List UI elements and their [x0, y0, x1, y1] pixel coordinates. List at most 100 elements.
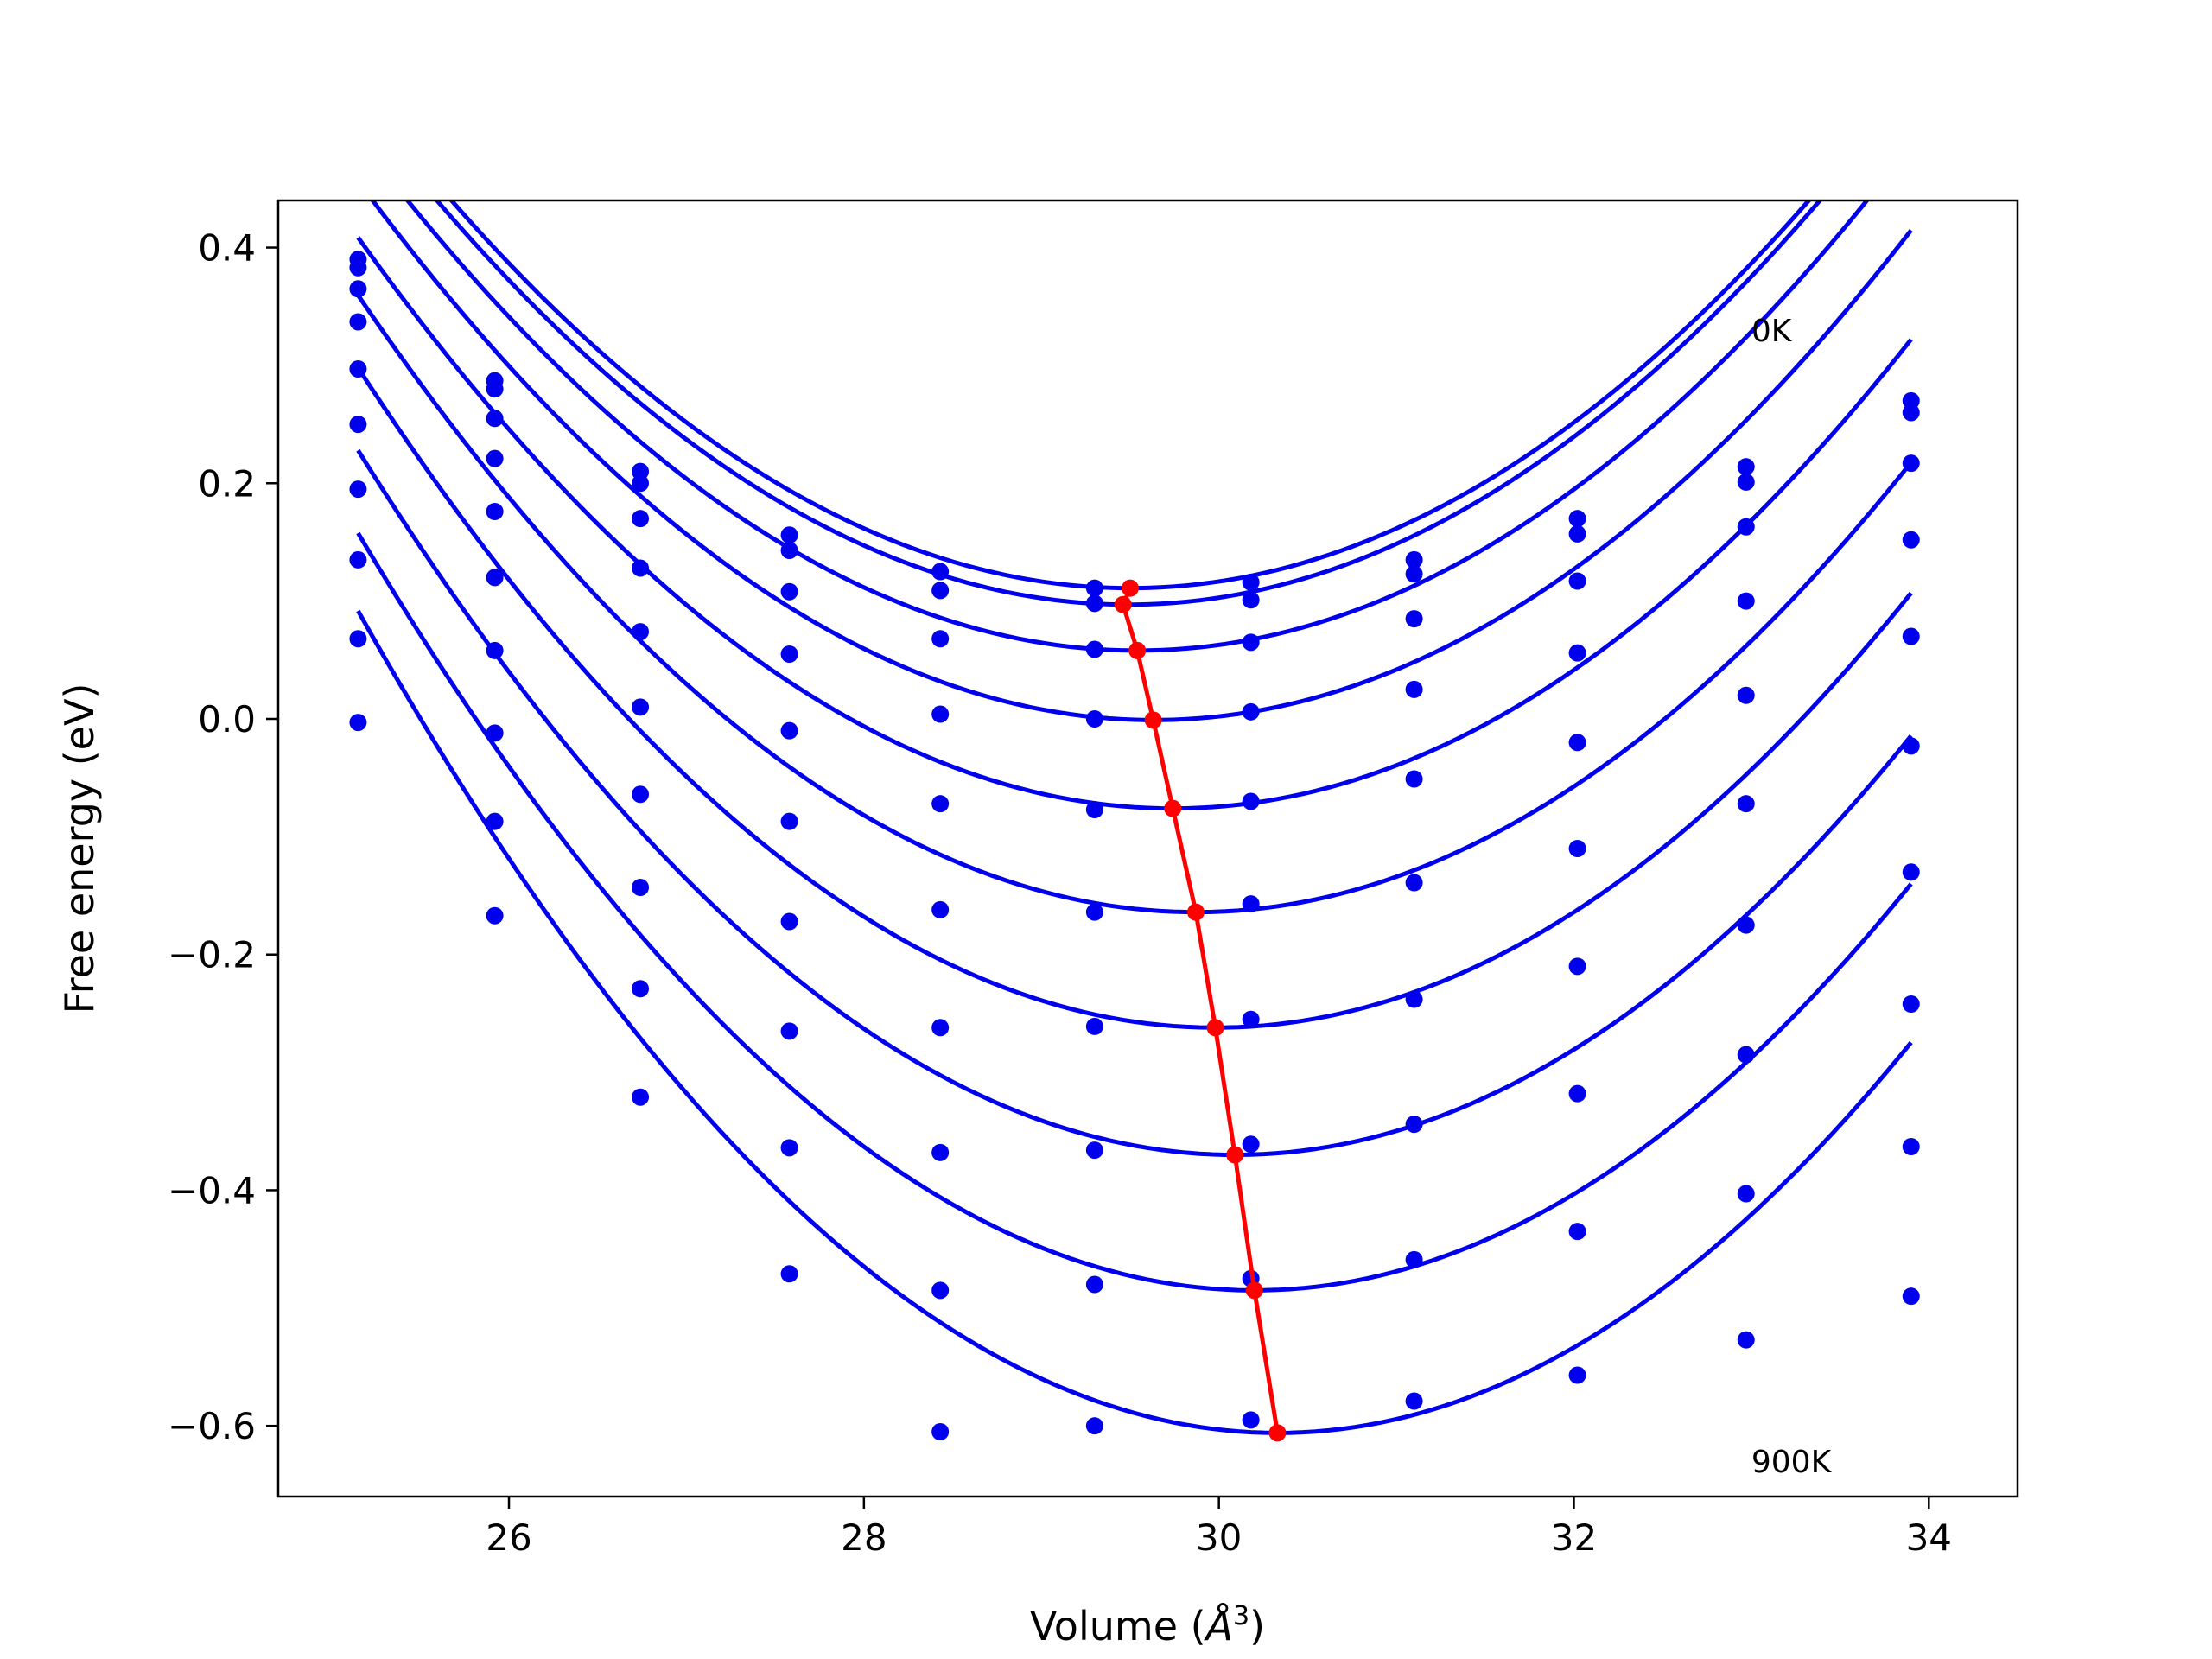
data-point-s1-4	[780, 526, 798, 544]
x-tick-label-28: 28	[841, 1516, 887, 1559]
data-point-s3-9	[1568, 572, 1586, 590]
y-tick-label-5: −0.4	[168, 1169, 256, 1211]
plot-area	[278, 200, 2018, 1497]
data-point-s9-1	[349, 630, 367, 648]
data-point-s1-10	[1737, 458, 1755, 476]
fit-curve-4	[370, 200, 1913, 722]
data-point-s9-2	[486, 812, 504, 830]
data-point-s3-5	[931, 630, 950, 648]
data-point-s8-10	[1737, 1046, 1755, 1064]
x-axis-label: Volume (Å3)	[1030, 1601, 1265, 1649]
x-tick-label-32: 32	[1551, 1516, 1597, 1559]
data-point-s3-6	[1085, 640, 1103, 658]
data-point-s3-2	[486, 410, 504, 428]
data-point-s4-8	[1405, 680, 1423, 698]
data-point-s7-3	[632, 785, 650, 804]
data-point-s4-10	[1737, 592, 1755, 610]
data-point-s7-6	[1085, 1017, 1103, 1035]
data-point-s9-4	[780, 1139, 798, 1157]
y-tick-label-2: 0.2	[198, 462, 256, 505]
data-point-s3-4	[780, 582, 798, 601]
minimum-energy-line	[1121, 587, 1280, 1433]
data-point-s10-11	[1902, 1287, 1920, 1306]
x-tick-label-34: 34	[1906, 1516, 1952, 1559]
data-point-s6-4	[780, 812, 798, 830]
data-point-s6-3	[632, 698, 650, 716]
data-point-s10-1	[349, 714, 367, 732]
data-point-s5-7	[1242, 792, 1260, 810]
data-point-s6-2	[486, 569, 504, 587]
data-point-s6-8	[1405, 874, 1423, 892]
data-point-s2-6	[1085, 594, 1103, 613]
data-point-s7-11	[1902, 863, 1920, 881]
data-point-s5-10	[1737, 686, 1755, 704]
data-point-s1-8	[1405, 550, 1423, 569]
data-point-s1-6	[1085, 579, 1103, 597]
data-point-s8-6	[1085, 1141, 1103, 1160]
data-point-s6-1	[349, 416, 367, 434]
data-point-s2-5	[931, 582, 950, 600]
minimum-point-2	[1114, 595, 1132, 613]
data-point-s7-1	[349, 480, 367, 499]
data-point-s3-10	[1737, 518, 1755, 536]
fit-curve-9	[356, 531, 1913, 1293]
data-point-s10-4	[780, 1265, 798, 1283]
data-point-s1-5	[931, 563, 950, 581]
data-point-s3-7	[1242, 633, 1260, 652]
data-point-s9-11	[1902, 1138, 1920, 1155]
x-axis-label-end: )	[1249, 1603, 1265, 1649]
data-point-s2-9	[1568, 524, 1586, 543]
data-point-s7-9	[1568, 957, 1586, 976]
fit-curve-8	[356, 448, 1913, 1158]
data-point-s6-6	[1085, 903, 1103, 921]
data-point-s2-4	[780, 542, 798, 559]
data-point-s4-1	[349, 313, 367, 331]
data-point-s6-11	[1902, 737, 1920, 755]
data-point-s4-11	[1902, 531, 1920, 549]
data-point-s5-2	[486, 503, 504, 520]
fit-curve-10	[356, 609, 1913, 1435]
data-point-s6-7	[1242, 895, 1260, 913]
data-point-s7-4	[780, 912, 798, 931]
data-point-s9-9	[1568, 1223, 1586, 1241]
data-point-s9-6	[1085, 1275, 1103, 1294]
data-point-s8-5	[931, 1143, 950, 1161]
data-point-s4-2	[486, 449, 504, 467]
data-point-s5-9	[1568, 734, 1586, 752]
data-point-s7-5	[931, 1019, 950, 1037]
minimum-point-9	[1245, 1281, 1263, 1300]
fit-curve-5	[356, 236, 1913, 811]
minimum-point-4	[1144, 711, 1162, 729]
data-point-s2-2	[486, 380, 504, 398]
data-point-s5-3	[632, 623, 650, 641]
data-point-s8-2	[486, 724, 504, 742]
data-point-s10-10	[1737, 1331, 1755, 1349]
minimum-point-1	[1121, 579, 1139, 597]
data-point-s7-2	[486, 641, 504, 659]
data-point-s9-5	[931, 1281, 950, 1300]
minimum-point-7	[1206, 1019, 1224, 1037]
data-point-s10-2	[486, 906, 504, 925]
data-point-s10-8	[1405, 1392, 1423, 1410]
annotation-1: 0K	[1751, 314, 1793, 349]
data-point-s7-10	[1737, 916, 1755, 934]
data-point-s5-8	[1405, 770, 1423, 788]
data-point-s2-8	[1405, 565, 1423, 583]
data-point-s4-6	[1085, 710, 1103, 728]
data-point-s1-7	[1242, 573, 1260, 591]
annotation-2: 900K	[1751, 1445, 1833, 1480]
fit-curve-6	[356, 294, 1913, 915]
data-point-s8-3	[632, 879, 650, 896]
data-point-s10-7	[1242, 1411, 1260, 1429]
x-axis-label-text: Volume (	[1030, 1603, 1206, 1649]
y-tick-label-6: −0.6	[168, 1405, 256, 1447]
data-point-s4-5	[931, 705, 950, 723]
data-point-s10-3	[632, 1088, 650, 1106]
fit-curve-7	[356, 366, 1913, 1030]
data-point-s8-8	[1405, 1116, 1423, 1134]
data-point-s1-9	[1568, 510, 1586, 528]
data-point-s10-5	[931, 1423, 950, 1440]
data-point-s9-10	[1737, 1185, 1755, 1203]
data-point-s2-11	[1902, 404, 1920, 422]
